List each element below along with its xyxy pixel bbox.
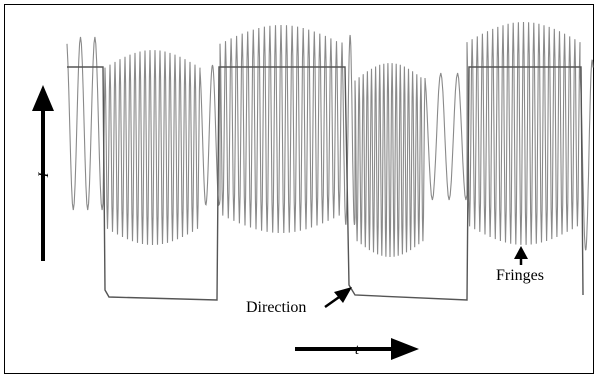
vertical-axis-arrow <box>32 85 54 261</box>
fringes-pointer-arrow <box>514 246 528 265</box>
fringes-label: Fringes <box>496 267 544 284</box>
direction-pointer-arrow <box>324 287 352 309</box>
x-axis-label: t <box>355 342 360 358</box>
direction-square-wave <box>67 66 584 301</box>
y-axis-label: I <box>36 172 52 179</box>
interference-signal <box>66 21 594 258</box>
direction-label: Direction <box>246 299 306 316</box>
horizontal-axis-arrow <box>295 338 419 360</box>
fringe-diagram: I t Direction Fringes <box>4 4 594 374</box>
